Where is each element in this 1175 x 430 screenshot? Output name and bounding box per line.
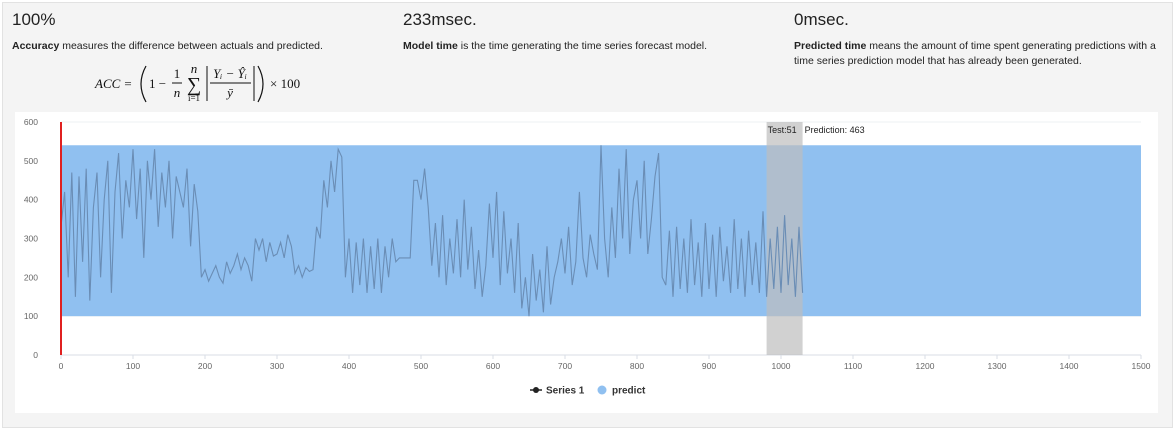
- y-tick-label: 0: [33, 350, 38, 360]
- y-tick-label: 300: [24, 234, 38, 244]
- metric-term: Model time: [403, 40, 458, 52]
- metric-value: 233msec.: [403, 10, 477, 29]
- formula-text: Yᵢ − Ŷᵢ: [213, 66, 247, 81]
- x-tick-label: 400: [342, 361, 356, 371]
- x-tick-label: 1300: [988, 361, 1007, 371]
- annotation: Test:51: [768, 125, 797, 135]
- formula-text: n: [191, 61, 198, 76]
- metric-value: 100%: [12, 10, 56, 29]
- series-line: [60, 145, 804, 317]
- predict-band: [61, 145, 1141, 317]
- y-tick-label: 400: [24, 195, 38, 205]
- x-tick-label: 800: [630, 361, 644, 371]
- metric-term: Accuracy: [12, 40, 60, 52]
- x-tick-label: 1100: [844, 361, 863, 371]
- metric: 100% Accuracy measures the difference be…: [12, 10, 382, 54]
- formula-text: i=1: [188, 93, 200, 103]
- x-tick-label: 900: [702, 361, 716, 371]
- x-tick-label: 1400: [1060, 361, 1079, 371]
- x-tick-label: 1200: [916, 361, 935, 371]
- metric-text: means the amount of time spent generatin…: [794, 40, 1156, 67]
- metric-description: Model time is the time generating the ti…: [403, 39, 773, 54]
- x-tick-label: 1500: [1132, 361, 1151, 371]
- metric-description: Accuracy measures the difference between…: [12, 39, 382, 54]
- y-tick-label: 500: [24, 156, 38, 166]
- legend-label: predict: [612, 386, 646, 397]
- paren: [140, 65, 147, 103]
- y-tick-label: 200: [24, 272, 38, 282]
- formula-lhs: ACC =: [94, 76, 132, 91]
- metric: 233msec. Model time is the time generati…: [403, 10, 773, 54]
- x-tick-label: 200: [198, 361, 212, 371]
- x-tick-label: 0: [59, 361, 64, 371]
- paren: [257, 65, 264, 103]
- y-tick-label: 100: [24, 311, 38, 321]
- legend-marker: [597, 385, 607, 395]
- plot: 0 100 200 300 400 500 600 0 100 200 300 400 500 600 70…: [24, 117, 1151, 397]
- x-tick-label: 500: [414, 361, 428, 371]
- annotation: Prediction: 463: [805, 125, 865, 135]
- formula: ACC = 1 − 1 n n ∑ i=1 Yᵢ − Ŷᵢ ȳ × 100: [94, 61, 300, 103]
- metric-text: is the time generating the time series f…: [460, 40, 708, 52]
- metric-text: measures the difference between actuals …: [62, 40, 323, 52]
- formula-text: 1: [174, 66, 181, 81]
- legend-marker: [533, 387, 539, 393]
- legend-label: Series 1: [546, 386, 585, 397]
- metric-value: 0msec.: [794, 10, 849, 29]
- metric: 0msec. Predicted time means the amount o…: [794, 10, 1164, 69]
- formula-text: n: [174, 85, 181, 100]
- x-tick-label: 1000: [772, 361, 791, 371]
- formula-text: ȳ: [225, 85, 233, 100]
- x-tick-label: 600: [486, 361, 500, 371]
- x-tick-label: 300: [270, 361, 284, 371]
- test-band: [766, 122, 803, 355]
- metric-term: Predicted time: [794, 40, 867, 52]
- formula-text: × 100: [270, 76, 300, 91]
- formula-text: ∑: [187, 74, 201, 96]
- metric-description: Predicted time means the amount of time …: [794, 39, 1164, 69]
- x-tick-label: 700: [558, 361, 572, 371]
- x-tick-label: 100: [126, 361, 140, 371]
- y-tick-label: 600: [24, 117, 38, 127]
- formula-text: 1 −: [149, 76, 166, 91]
